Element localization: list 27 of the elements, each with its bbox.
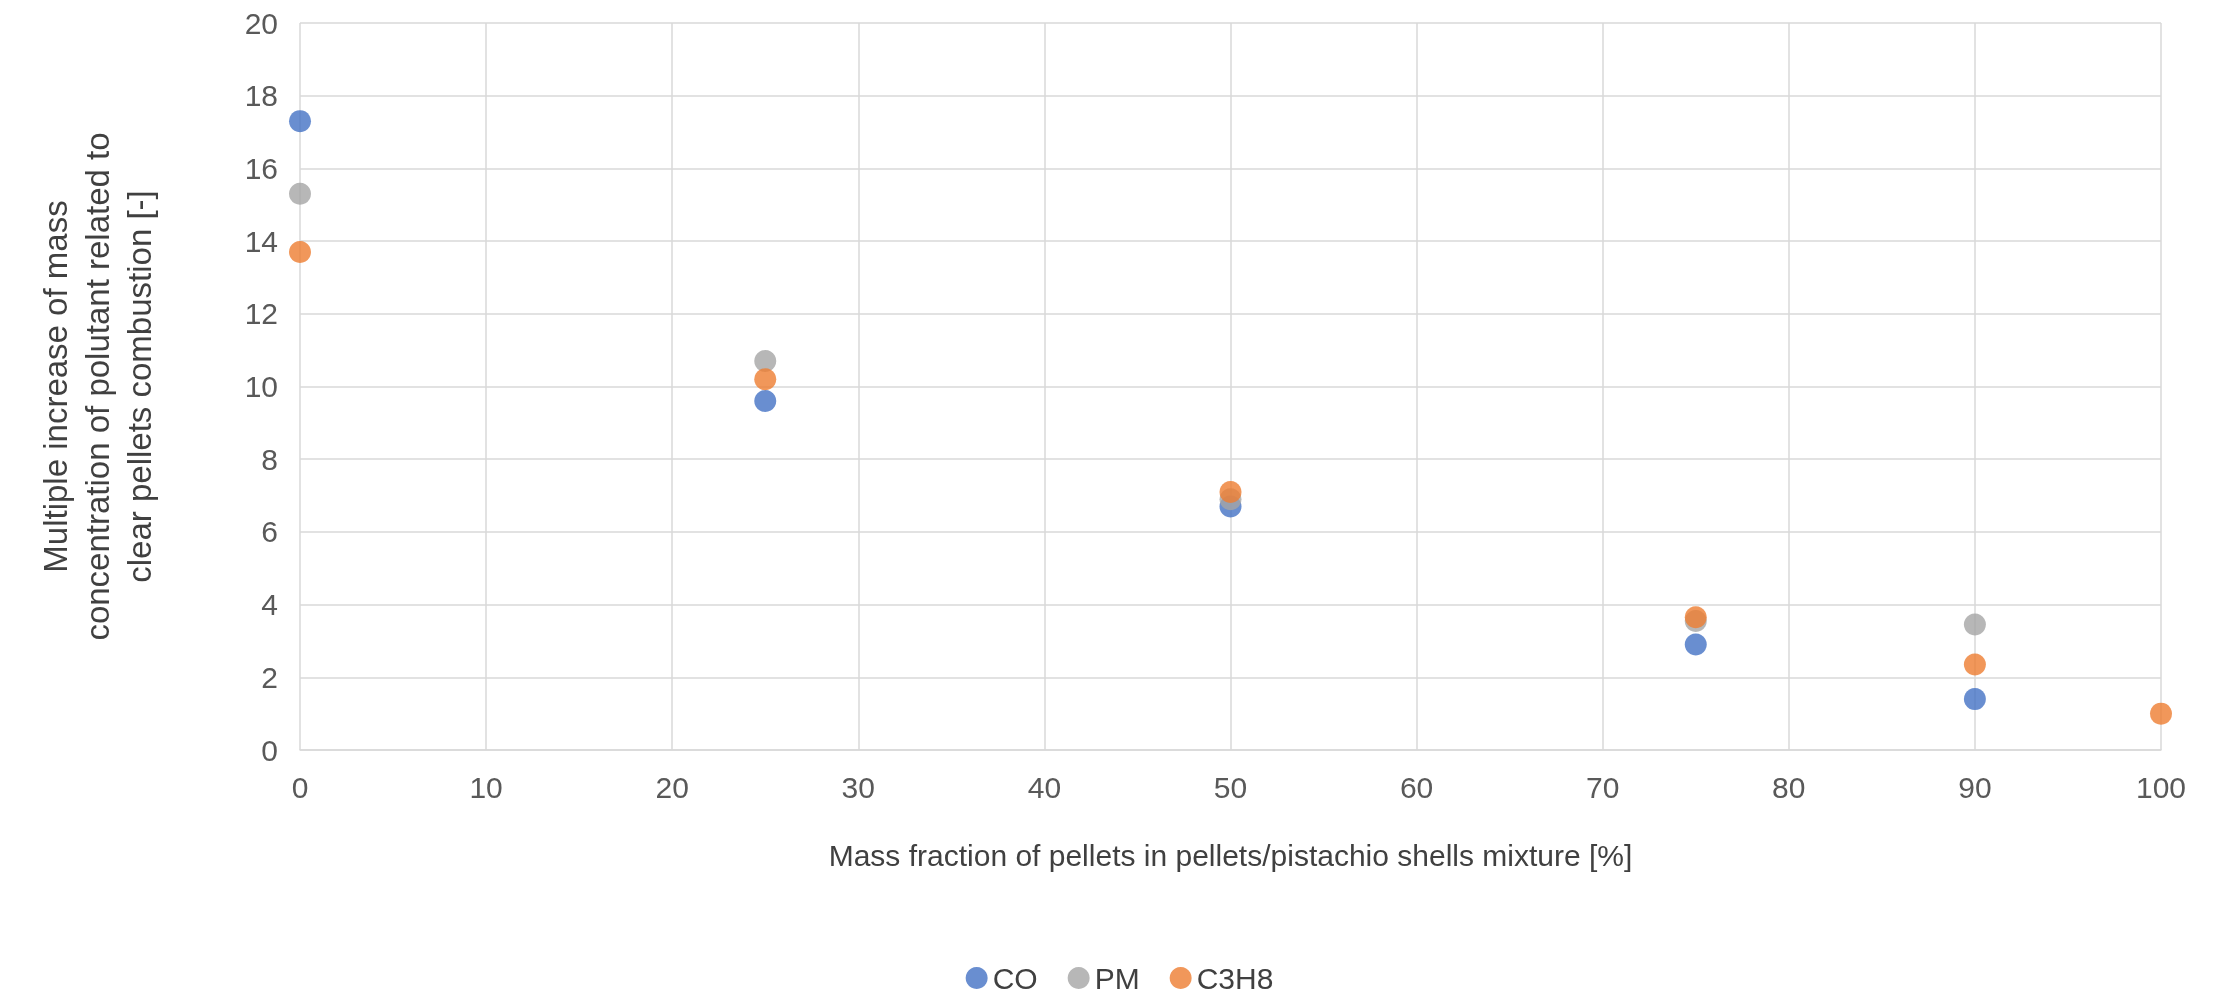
x-axis-title: Mass fraction of pellets in pellets/pistachio shells mixture [%] bbox=[828, 838, 1633, 872]
y-tick-label: 18 bbox=[244, 79, 278, 113]
y-axis-title: Multiple increase of mass concentration of polutant related to clear pellets combustion [-] bbox=[36, 132, 158, 641]
y-tick-label: 6 bbox=[261, 515, 278, 549]
x-tick-label: 0 bbox=[291, 770, 309, 804]
y-tick-label: 20 bbox=[244, 6, 278, 40]
x-tick-label: 30 bbox=[841, 770, 875, 804]
y-tick-label: 14 bbox=[244, 224, 278, 258]
x-tick-label: 70 bbox=[1586, 770, 1620, 804]
legend-label: C3H8 bbox=[1196, 961, 1274, 995]
x-tick-label: 60 bbox=[1399, 770, 1434, 804]
x-tick-label: 80 bbox=[1772, 770, 1806, 804]
y-tick-label: 12 bbox=[244, 297, 278, 331]
y-tick-label: 8 bbox=[261, 442, 278, 476]
x-tick-label: 40 bbox=[1027, 770, 1062, 804]
y-tick-label: 2 bbox=[261, 660, 278, 694]
x-tick-label: 90 bbox=[1958, 770, 1992, 804]
legend-label: CO bbox=[992, 961, 1038, 995]
y-tick-label: 10 bbox=[244, 370, 278, 403]
legend-label: PM bbox=[1094, 961, 1140, 995]
y-tick-label: 4 bbox=[261, 588, 278, 622]
x-tick-label: 100 bbox=[2135, 770, 2187, 804]
x-tick-label: 50 bbox=[1213, 770, 1248, 804]
x-tick-label: 20 bbox=[655, 770, 689, 804]
x-tick-label: 10 bbox=[469, 770, 503, 804]
y-tick-label: 16 bbox=[244, 151, 278, 185]
y-tick-label: 0 bbox=[261, 733, 278, 767]
